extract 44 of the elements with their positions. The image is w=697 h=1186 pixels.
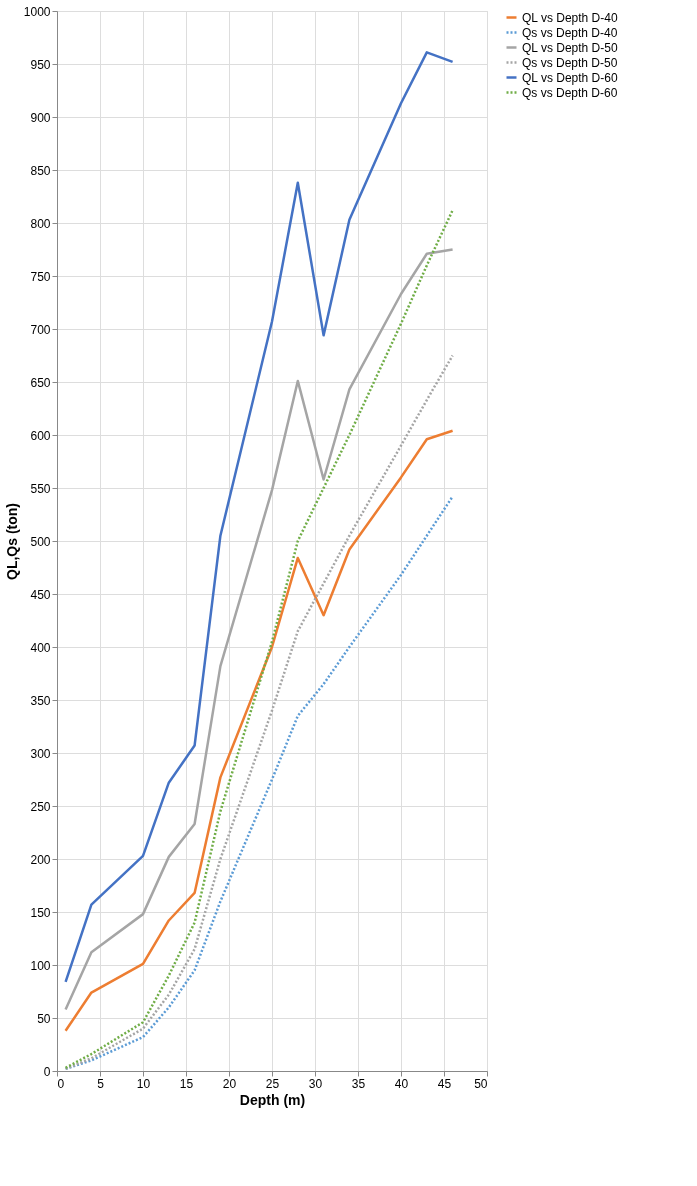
y-tick-label: 200 [30, 852, 51, 867]
x-tick-label: 40 [394, 1076, 409, 1091]
x-tick-label: 35 [351, 1076, 366, 1091]
x-tick-label: 10 [136, 1076, 151, 1091]
x-tick-label: 30 [308, 1076, 323, 1091]
x-tick-label: 45 [437, 1076, 452, 1091]
line-series [64, 495, 454, 1071]
x-tick-label: 20 [222, 1076, 237, 1091]
y-tick-label: 100 [30, 958, 51, 973]
y-tick-label: 350 [30, 693, 51, 708]
y-tick-label: 850 [30, 163, 51, 178]
y-tick-label: 550 [30, 481, 51, 496]
y-tick-label: 800 [30, 216, 51, 231]
y-tick-label: 900 [30, 110, 51, 125]
y-tick-label: 650 [30, 375, 51, 390]
y-axis-title: QL,Qs (ton) [3, 503, 20, 580]
legend-label: QL vs Depth D-50 [522, 40, 618, 55]
x-tick-label: 0 [57, 1076, 65, 1091]
x-tick-label: 5 [97, 1076, 105, 1091]
y-tick-label: 0 [43, 1064, 51, 1079]
line-series [64, 51, 454, 984]
x-axis-title: Depth (m) [239, 1091, 306, 1108]
y-tick-label: 750 [30, 269, 51, 284]
line-series [64, 354, 454, 1071]
y-tick-label: 150 [30, 905, 51, 920]
y-tick-label: 950 [30, 57, 51, 72]
x-tick-label: 15 [179, 1076, 194, 1091]
y-tick-label: 700 [30, 322, 51, 337]
x-tick-label: 25 [265, 1076, 280, 1091]
legend-label: Qs vs Depth D-40 [522, 25, 618, 40]
y-tick-label: 300 [30, 746, 51, 761]
line-series [64, 429, 454, 1032]
y-tick-label: 50 [37, 1011, 51, 1026]
legend-label: Qs vs Depth D-50 [522, 55, 618, 70]
y-tick-label: 1000 [23, 4, 51, 19]
legend-label: QL vs Depth D-40 [522, 10, 618, 25]
legend-label: QL vs Depth D-60 [522, 70, 618, 85]
y-tick-label: 400 [30, 640, 51, 655]
y-tick-label: 600 [30, 428, 51, 443]
legend-label: Qs vs Depth D-60 [522, 85, 618, 100]
y-tick-label: 450 [30, 587, 51, 602]
y-tick-label: 500 [30, 534, 51, 549]
x-tick-label: 50 [474, 1076, 488, 1091]
y-tick-label: 250 [30, 799, 51, 814]
